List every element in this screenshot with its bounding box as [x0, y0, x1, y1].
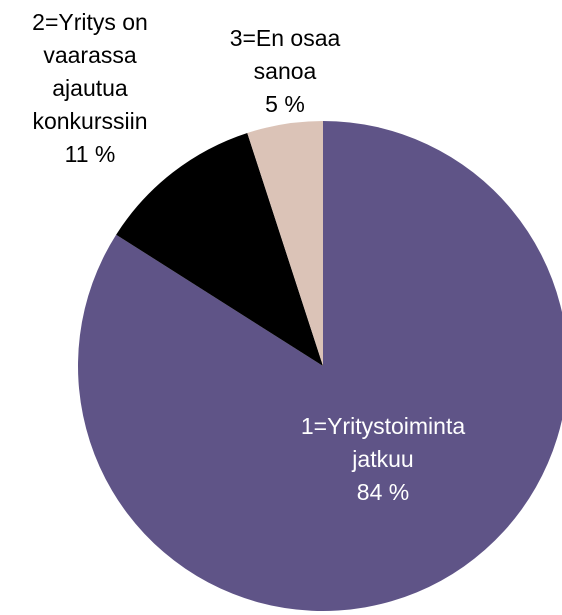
pie-slice	[247, 121, 323, 366]
slice-label: 2=Yritys on vaarassa ajautua konkurssiin…	[32, 6, 148, 171]
category-label: 3=En osaa sanoa	[229, 25, 341, 84]
pie-slice	[116, 132, 324, 366]
slice-label: 3=En osaa sanoa 5 %	[230, 22, 341, 121]
value-label: 84 %	[356, 479, 410, 505]
value-label: 11 %	[64, 141, 116, 167]
slice-label: 1=Yritystoiminta jatkuu 84 %	[301, 410, 465, 509]
pie-slice	[78, 121, 562, 611]
value-label: 5 %	[265, 91, 305, 117]
category-label: 2=Yritys on vaarassa ajautua konkurssiin	[32, 9, 148, 134]
category-label: 1=Yritystoiminta jatkuu	[300, 413, 466, 472]
